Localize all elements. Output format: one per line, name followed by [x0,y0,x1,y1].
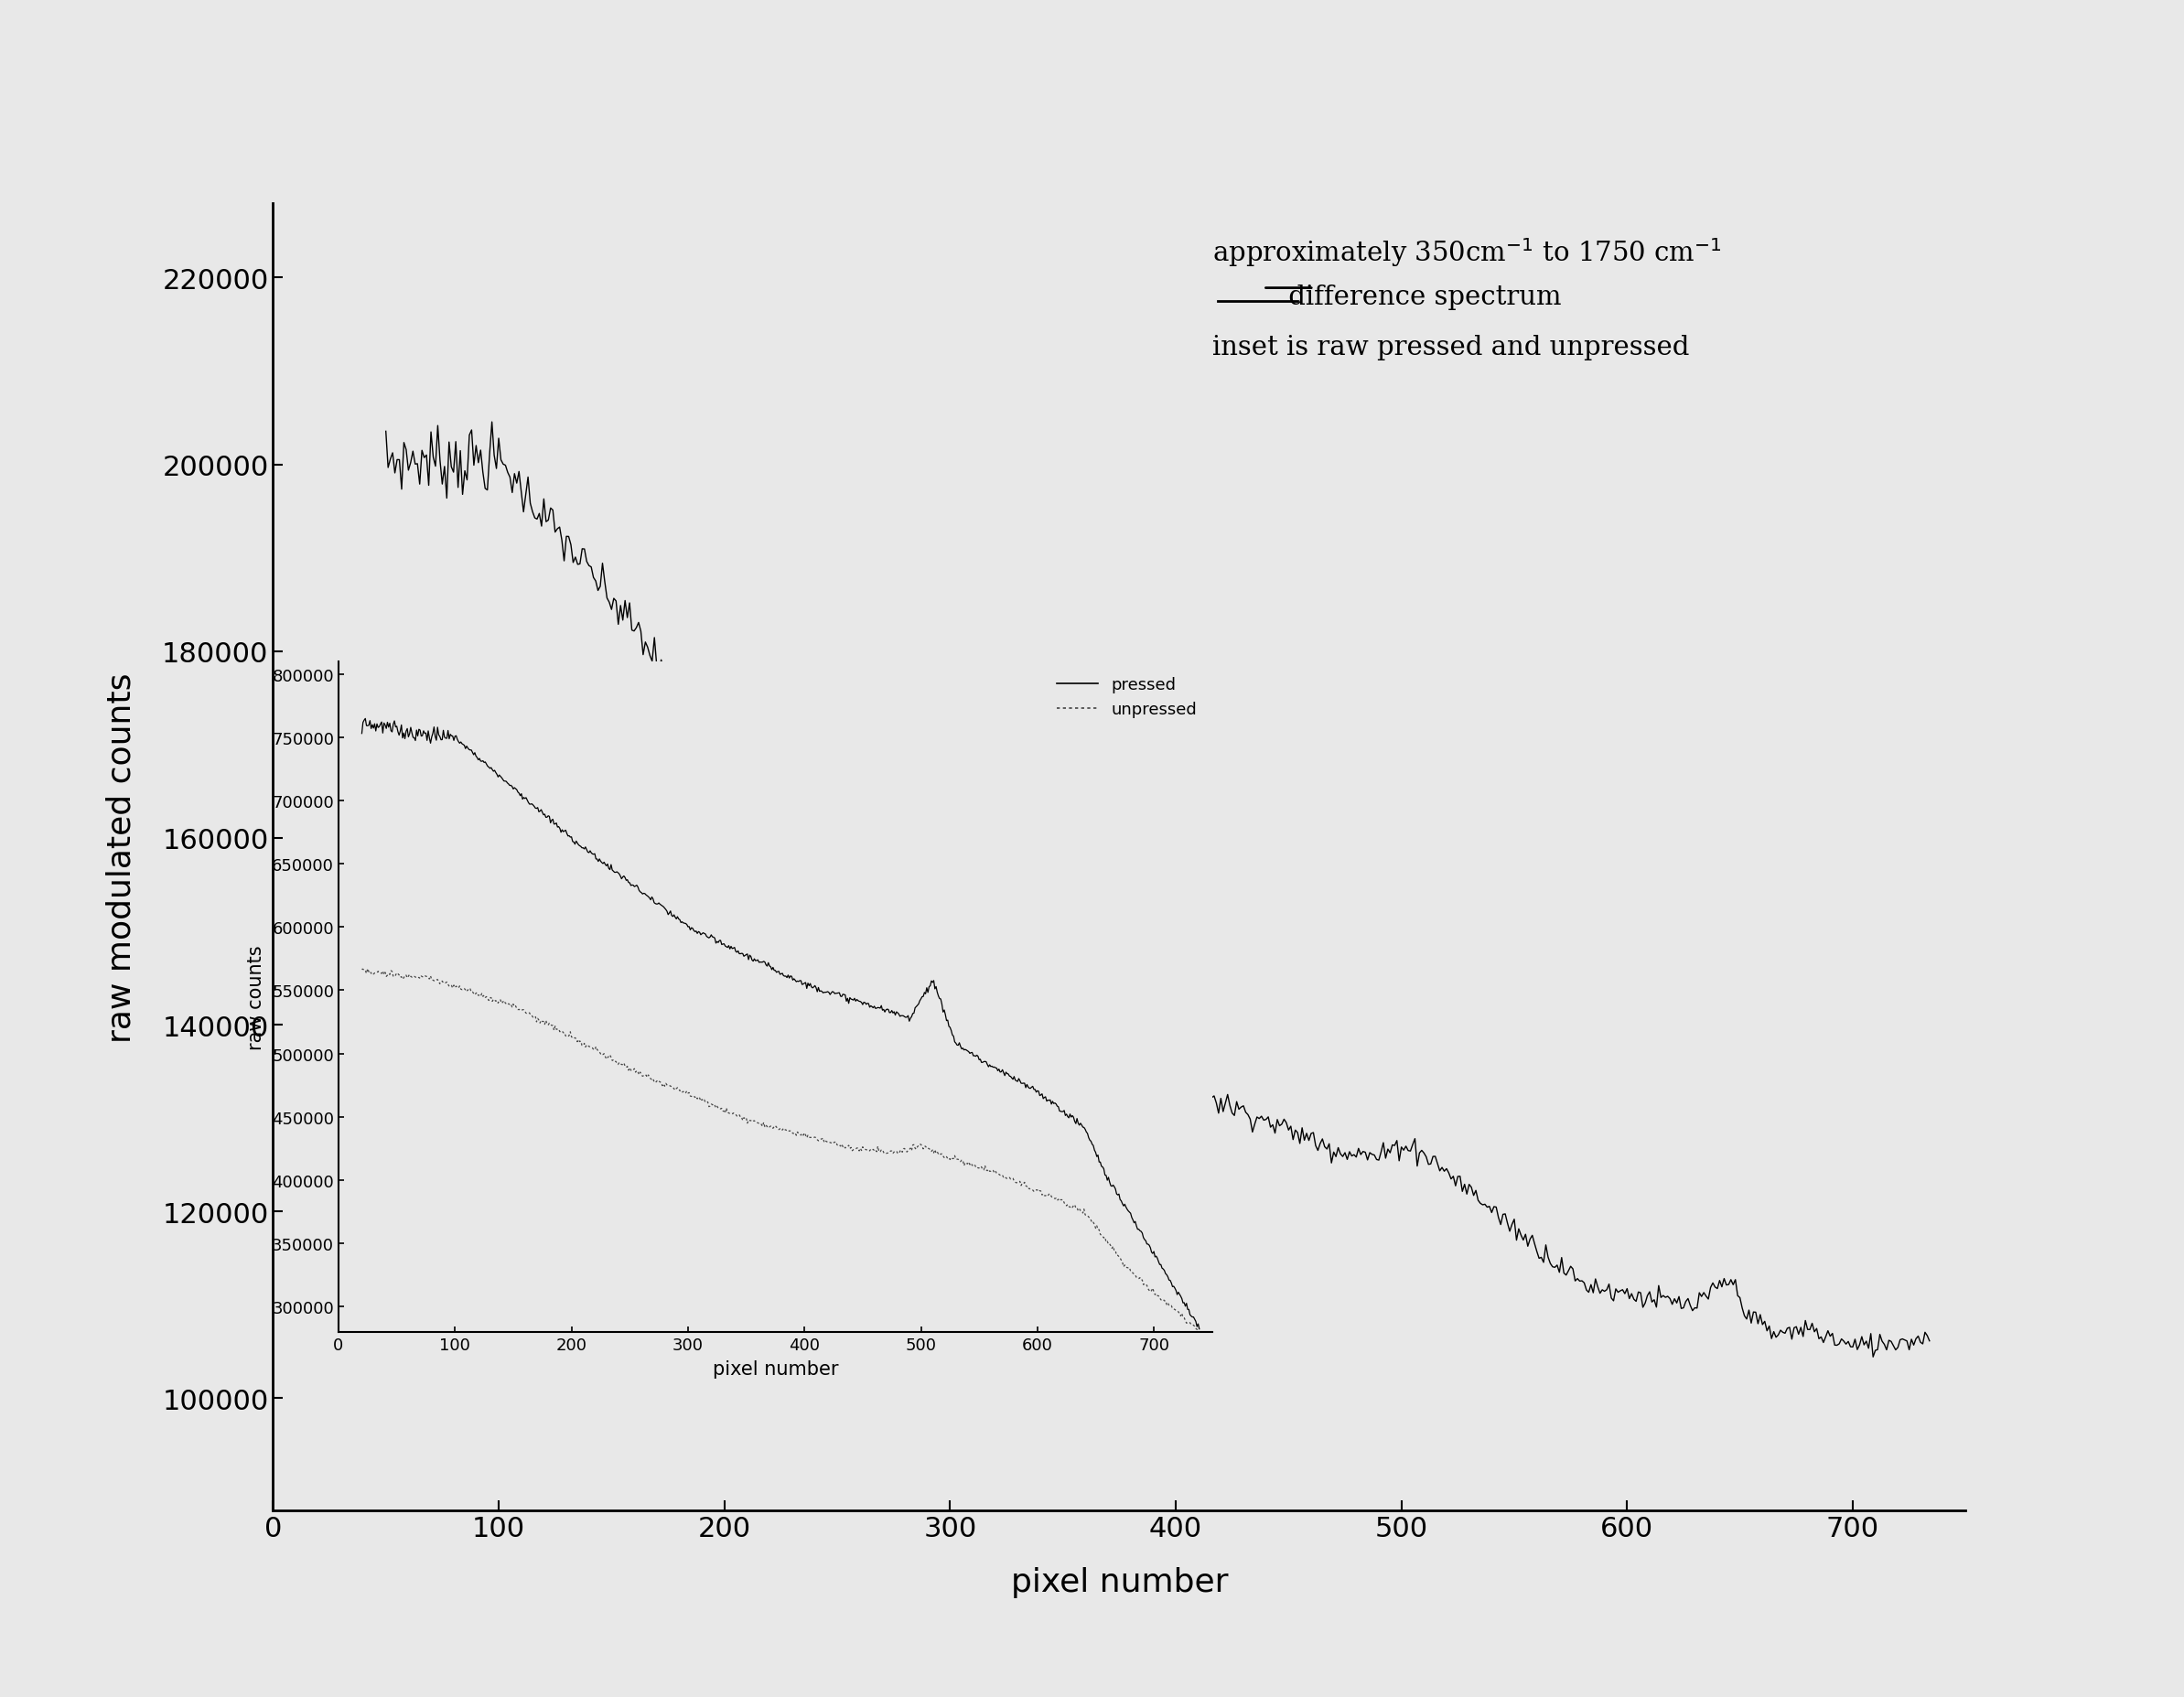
Y-axis label: raw modulated counts: raw modulated counts [105,672,138,1042]
Y-axis label: raw counts: raw counts [247,945,266,1049]
Text: difference spectrum: difference spectrum [1212,285,1562,311]
X-axis label: pixel number: pixel number [712,1359,839,1378]
Text: inset is raw pressed and unpressed: inset is raw pressed and unpressed [1212,334,1690,360]
Text: approximately 350cm$^{-1}$ to 1750 cm$^{-1}$: approximately 350cm$^{-1}$ to 1750 cm$^{… [1212,236,1721,270]
X-axis label: pixel number: pixel number [1011,1566,1227,1599]
Legend: pressed, unpressed: pressed, unpressed [1051,670,1203,725]
